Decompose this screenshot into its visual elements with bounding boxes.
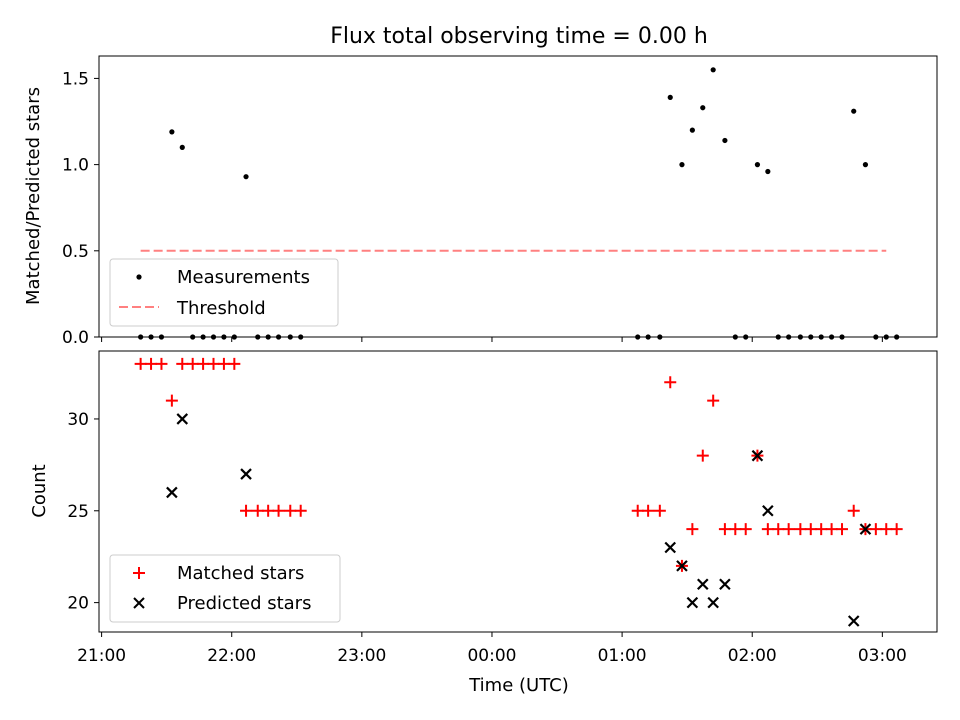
measurement-point [179, 144, 185, 150]
matched-star-point [836, 523, 849, 536]
matched-star-point [772, 523, 785, 536]
top-ylabel: Matched/Predicted stars [23, 87, 44, 305]
matched-star-point [251, 504, 264, 517]
x-tick-label: 00:00 [467, 646, 516, 666]
x-tick-label: 23:00 [337, 646, 386, 666]
matched-star-point [134, 357, 147, 370]
top-y-tick-label: 1.5 [62, 69, 89, 89]
matched-star-point [145, 357, 158, 370]
measurement-point [851, 108, 857, 114]
matched-star-point [642, 504, 655, 517]
predicted-star-point [859, 523, 872, 535]
bottom-ylabel: Count [29, 464, 50, 517]
matched-star-point [272, 504, 285, 517]
matched-star-point [217, 357, 230, 370]
matched-star-point [707, 394, 720, 407]
matched-star-point [165, 394, 178, 407]
matched-star-point [815, 523, 828, 536]
measurement-point [722, 137, 728, 144]
predicted-star-point [762, 505, 774, 517]
predicted-star-point [707, 596, 719, 609]
top-legend-box [109, 258, 339, 327]
predicted-star-point [696, 578, 709, 591]
top-plot-frame [98, 55, 938, 338]
x-tick-label: 01:00 [598, 646, 647, 666]
x-tick-label: 02:00 [728, 646, 777, 666]
measurement-point [689, 127, 695, 133]
bottom-legend-box [109, 554, 341, 623]
matched-star-point [686, 523, 699, 536]
bottom-plot-frame [98, 350, 938, 633]
matched-star-point [794, 523, 807, 536]
matched-star-point [869, 523, 882, 536]
matched-star-point [155, 357, 168, 370]
matched-star-point [228, 357, 241, 370]
matched-star-point [718, 523, 731, 536]
matched-star-point [761, 523, 774, 536]
x-tick-label: 22:00 [207, 646, 256, 666]
predicted-star-point [847, 615, 860, 627]
matched-star-point [176, 357, 189, 370]
top-legend: Measurements Threshold [109, 258, 339, 327]
predicted-star-point [686, 596, 699, 609]
legend-predicted-marker [133, 597, 145, 609]
predicted-star-point [664, 541, 677, 554]
legend-measurements-label: Measurements [177, 267, 310, 288]
matched-star-point [294, 504, 307, 517]
bottom-y-tick-label: 30 [67, 410, 89, 430]
measurement-point [700, 105, 706, 111]
measurement-point [862, 162, 869, 168]
measurement-point [243, 174, 249, 180]
matched-star-point [890, 523, 903, 536]
bottom-legend: Matched stars Predicted stars [109, 554, 341, 623]
matched-star-point [664, 376, 677, 389]
legend-predicted-label: Predicted stars [177, 593, 311, 614]
matched-star-point [262, 504, 275, 517]
measurement-point [667, 94, 673, 100]
legend-matched-label: Matched stars [177, 563, 304, 584]
predicted-star-point [751, 449, 764, 462]
predicted-star-point [166, 486, 178, 499]
matched-star-point [739, 523, 752, 536]
matched-star-point [804, 523, 817, 536]
matched-star-point [847, 504, 860, 517]
matched-star-point [186, 357, 199, 370]
predicted-star-point [176, 413, 189, 425]
top-y-tick-label: 1.0 [62, 156, 89, 176]
matched-star-point [880, 523, 893, 536]
x-tick-label: 21:00 [77, 646, 126, 666]
bottom-panel: 21:00 22:00 23:00 00:00 01:00 02:00 03:00 20 25 3… [67, 357, 907, 666]
predicted-star-point [240, 468, 252, 480]
top-y-tick-label: 0.0 [62, 328, 89, 348]
chart-title: Flux total observing time = 0.00 h [330, 24, 708, 49]
matched-star-point [207, 357, 220, 370]
predicted-star-point [719, 578, 731, 591]
legend-threshold-label: Threshold [176, 298, 266, 319]
x-tick-label: 03:00 [858, 646, 907, 666]
matched-star-point [631, 504, 644, 517]
bottom-y-tick-label: 25 [67, 502, 89, 522]
legend-matched-marker [133, 567, 145, 579]
matched-star-point [197, 357, 210, 370]
measurement-point [765, 168, 771, 175]
matched-star-point [653, 504, 666, 517]
matched-star-point [729, 523, 742, 536]
measurement-point [754, 162, 761, 168]
matched-star-point [696, 449, 709, 462]
measurement-point [710, 67, 716, 73]
matched-star-point [782, 523, 795, 536]
predicted-star-point [676, 560, 688, 572]
matched-star-point [240, 504, 253, 517]
matched-star-point [284, 504, 297, 517]
legend-measurements-marker [136, 274, 142, 280]
top-y-tick-label: 0.5 [62, 242, 89, 262]
matched-star-point [825, 523, 838, 536]
measurement-point [679, 162, 685, 168]
bottom-y-tick-label: 20 [67, 594, 89, 614]
x-axis-label: Time (UTC) [468, 675, 569, 696]
measurement-point [169, 129, 175, 135]
